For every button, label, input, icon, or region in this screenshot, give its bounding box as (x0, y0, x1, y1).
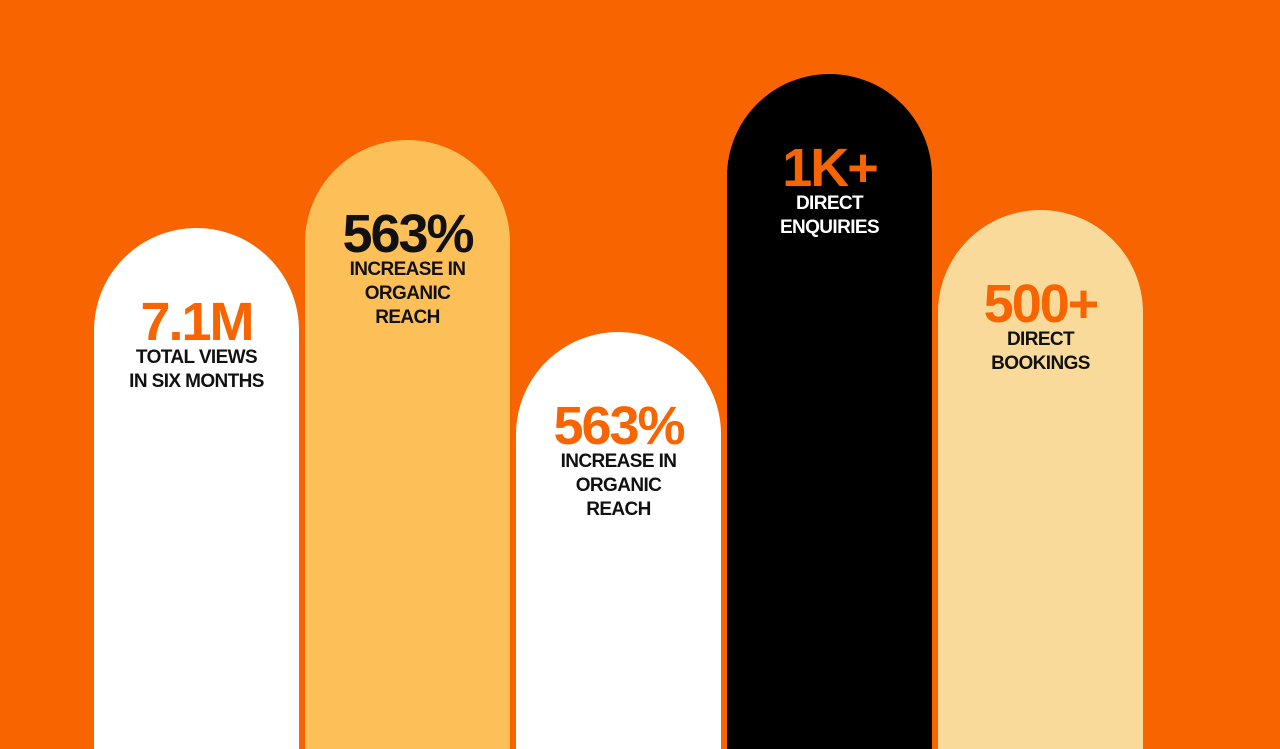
stat-value: 7.1M (140, 292, 254, 352)
stat-label-line: DIRECT (795, 193, 864, 214)
pillar: 1K+ DIRECT ENQUIRIES (727, 74, 932, 749)
stat-label: INCREASE IN ORGANIC REACH (305, 258, 510, 330)
stat-label: TOTAL VIEWS IN SIX MONTHS (94, 346, 299, 394)
pillar: 500+ DIRECT BOOKINGS (938, 210, 1143, 749)
stat-label: DIRECT BOOKINGS (938, 328, 1143, 376)
stat-label-line: IN SIX MONTHS (129, 371, 264, 392)
stat-label-line: ORGANIC (575, 475, 662, 496)
pillar: 563% INCREASE IN ORGANIC REACH (305, 140, 510, 749)
stat-label-line: ORGANIC (364, 283, 451, 304)
stat-label: DIRECT ENQUIRIES (727, 192, 932, 240)
pillar: 7.1M TOTAL VIEWS IN SIX MONTHS (94, 228, 299, 749)
pillar: 563% INCREASE IN ORGANIC REACH (516, 332, 721, 749)
stat-label-line: DIRECT (1006, 329, 1075, 350)
stat-label-line: INCREASE IN (349, 259, 466, 280)
stat-label-line: INCREASE IN (560, 451, 677, 472)
stat-value: 563% (553, 396, 685, 456)
stat-label-line: ENQUIRIES (779, 217, 880, 238)
stat-value: 1K+ (782, 138, 879, 198)
stat-label-line: REACH (375, 307, 440, 328)
stat-label-line: TOTAL VIEWS (135, 347, 258, 368)
stat-label-line: BOOKINGS (991, 353, 1090, 374)
stat-value: 563% (342, 204, 474, 264)
stat-label-line: REACH (586, 499, 651, 520)
stat-value: 500+ (983, 274, 1100, 334)
stat-label: INCREASE IN ORGANIC REACH (516, 450, 721, 522)
